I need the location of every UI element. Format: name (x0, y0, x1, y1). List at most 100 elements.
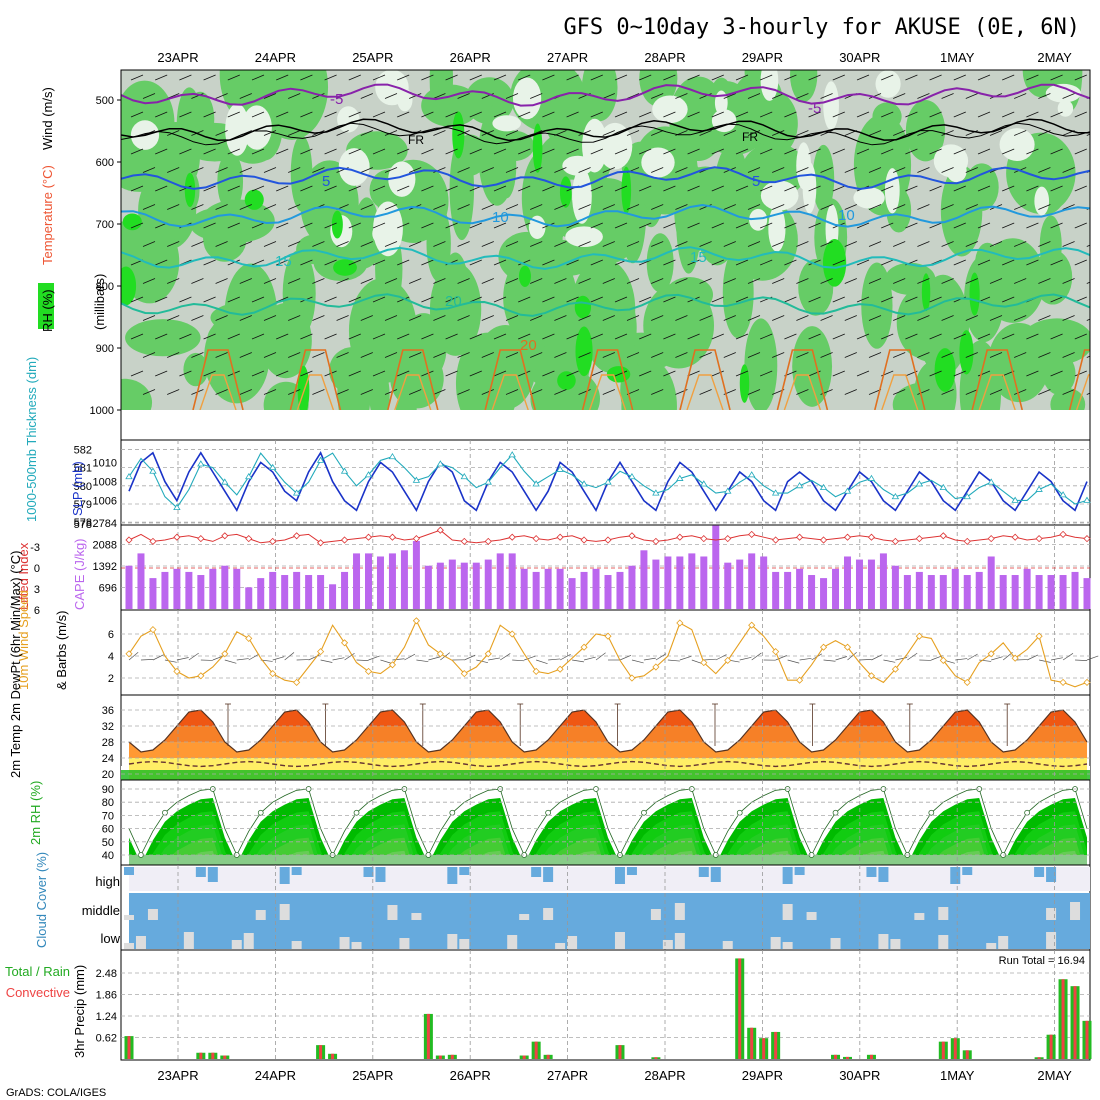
upper-wind-barb (1014, 93, 1027, 99)
upper-wind-barb (723, 315, 736, 321)
wind-speed-point (604, 632, 612, 640)
cape-bar (424, 565, 432, 609)
upper-wind-barb (989, 352, 1003, 358)
upper-wind-barb (300, 111, 313, 118)
upper-wind-barb (493, 333, 507, 340)
upper-wind-barb (614, 333, 628, 340)
upper-wind-barb (820, 93, 833, 99)
upper-wind-barb (409, 241, 422, 247)
li-tick-label: -3 (30, 542, 40, 554)
upper-wind-barb (687, 185, 700, 192)
upper-wind-barb (578, 167, 591, 173)
upper-wind-barb (348, 259, 361, 266)
wind-speed-point (388, 661, 397, 669)
upper-air-panel: 500 600 700 800 900 1000 -5 FR 5 10 15 20 -5 FR 5 10 15… (38, 69, 1091, 441)
upper-wind-barb (929, 74, 942, 81)
surface-wind-barb (583, 656, 596, 661)
upper-wind-barb (844, 352, 857, 358)
upper-wind-barb (578, 315, 591, 321)
cape-bar (808, 575, 816, 609)
upper-wind-barb (312, 167, 325, 173)
rh-moist-blob (901, 286, 960, 362)
upper-wind-barb (1074, 111, 1087, 118)
surface-temp-contour (289, 349, 342, 410)
upper-wind-barb (941, 278, 954, 284)
upper-wind-barb (251, 222, 265, 229)
upper-wind-barb (409, 389, 422, 395)
wind-speed-point (364, 667, 373, 675)
upper-wind-barb (505, 93, 519, 99)
cape-bar (999, 575, 1007, 609)
upper-wind-barb (433, 130, 446, 136)
cape-bar (903, 575, 911, 609)
upper-wind-barb (1062, 93, 1075, 99)
precip-total-label: Total / Rain (5, 964, 70, 979)
upper-wind-barb (893, 389, 906, 395)
wind-speed-point (125, 650, 133, 658)
upper-wind-barb (433, 204, 446, 210)
upper-wind-barb (542, 296, 555, 303)
surface-wind-barb (1051, 657, 1063, 661)
lifted-index-point (963, 537, 971, 545)
rh-dry-blob (760, 70, 779, 101)
upper-wind-barb (953, 111, 966, 118)
upper-wind-barb (518, 185, 531, 192)
surface-wind-barb (128, 652, 139, 661)
upper-wind-barb (808, 333, 821, 340)
upper-wind-barb (227, 296, 240, 303)
upper-wind-barb (614, 111, 628, 118)
surface-temp-contour (588, 374, 627, 410)
thickness-point (436, 460, 445, 467)
cape-tick-label: 2088 (93, 540, 117, 552)
surface-wind-barb (775, 655, 787, 661)
upper-wind-barb (518, 296, 531, 303)
cloud-mid-low-band (129, 893, 1090, 949)
rh-tick-label: 60 (102, 824, 114, 836)
upper-wind-barb (384, 167, 398, 173)
cloud-high-bar (531, 867, 542, 877)
lifted-index-point (221, 532, 229, 540)
upper-wind-barb (590, 111, 603, 118)
wind-speed-point (317, 648, 325, 656)
lifted-index-point (125, 536, 133, 544)
upper-wind-barb (953, 222, 966, 229)
upper-wind-barb (1002, 185, 1015, 192)
cloud-low-gap (459, 939, 470, 949)
upper-wind-barb (203, 148, 216, 155)
surface-wind-barb (428, 656, 441, 661)
cape-bar (341, 571, 349, 609)
wind-speed-point (245, 634, 253, 642)
upper-wind-barb (433, 389, 446, 395)
upper-wind-barb (142, 352, 156, 358)
cloud-mid-gap (1070, 902, 1081, 920)
upper-wind-barb (1074, 185, 1087, 192)
contour-label: 5 (752, 173, 760, 190)
cape-bar (245, 587, 253, 609)
surface-wind-barb (823, 659, 836, 662)
precip-convective-bar (738, 958, 742, 1059)
upper-wind-barb (348, 111, 361, 118)
cloud-level-label: high (95, 874, 120, 889)
upper-wind-barb (856, 333, 870, 340)
upper-wind-barb (602, 130, 615, 136)
upper-wind-barb (518, 333, 531, 340)
wind-speed-point (676, 619, 684, 627)
upper-wind-barb (384, 130, 398, 136)
cape-bar (209, 568, 217, 609)
upper-wind-barb (518, 259, 531, 266)
surface-wind-barb (488, 657, 501, 661)
upper-wind-barb (820, 130, 833, 136)
upper-wind-barb (360, 93, 373, 99)
cape-bar (987, 556, 995, 609)
upper-wind-barb (530, 352, 543, 358)
surface-temp-contour (491, 374, 529, 410)
thickness-point (1059, 491, 1067, 498)
upper-wind-barb (288, 204, 301, 210)
upper-wind-barb (481, 167, 494, 173)
upper-wind-barb (639, 370, 652, 377)
precip-convective-bar (223, 1055, 227, 1059)
cloud-mid-gap (279, 904, 290, 920)
upper-wind-barb (239, 93, 252, 99)
lifted-index-point (364, 533, 373, 541)
upper-wind-barb (421, 259, 434, 266)
